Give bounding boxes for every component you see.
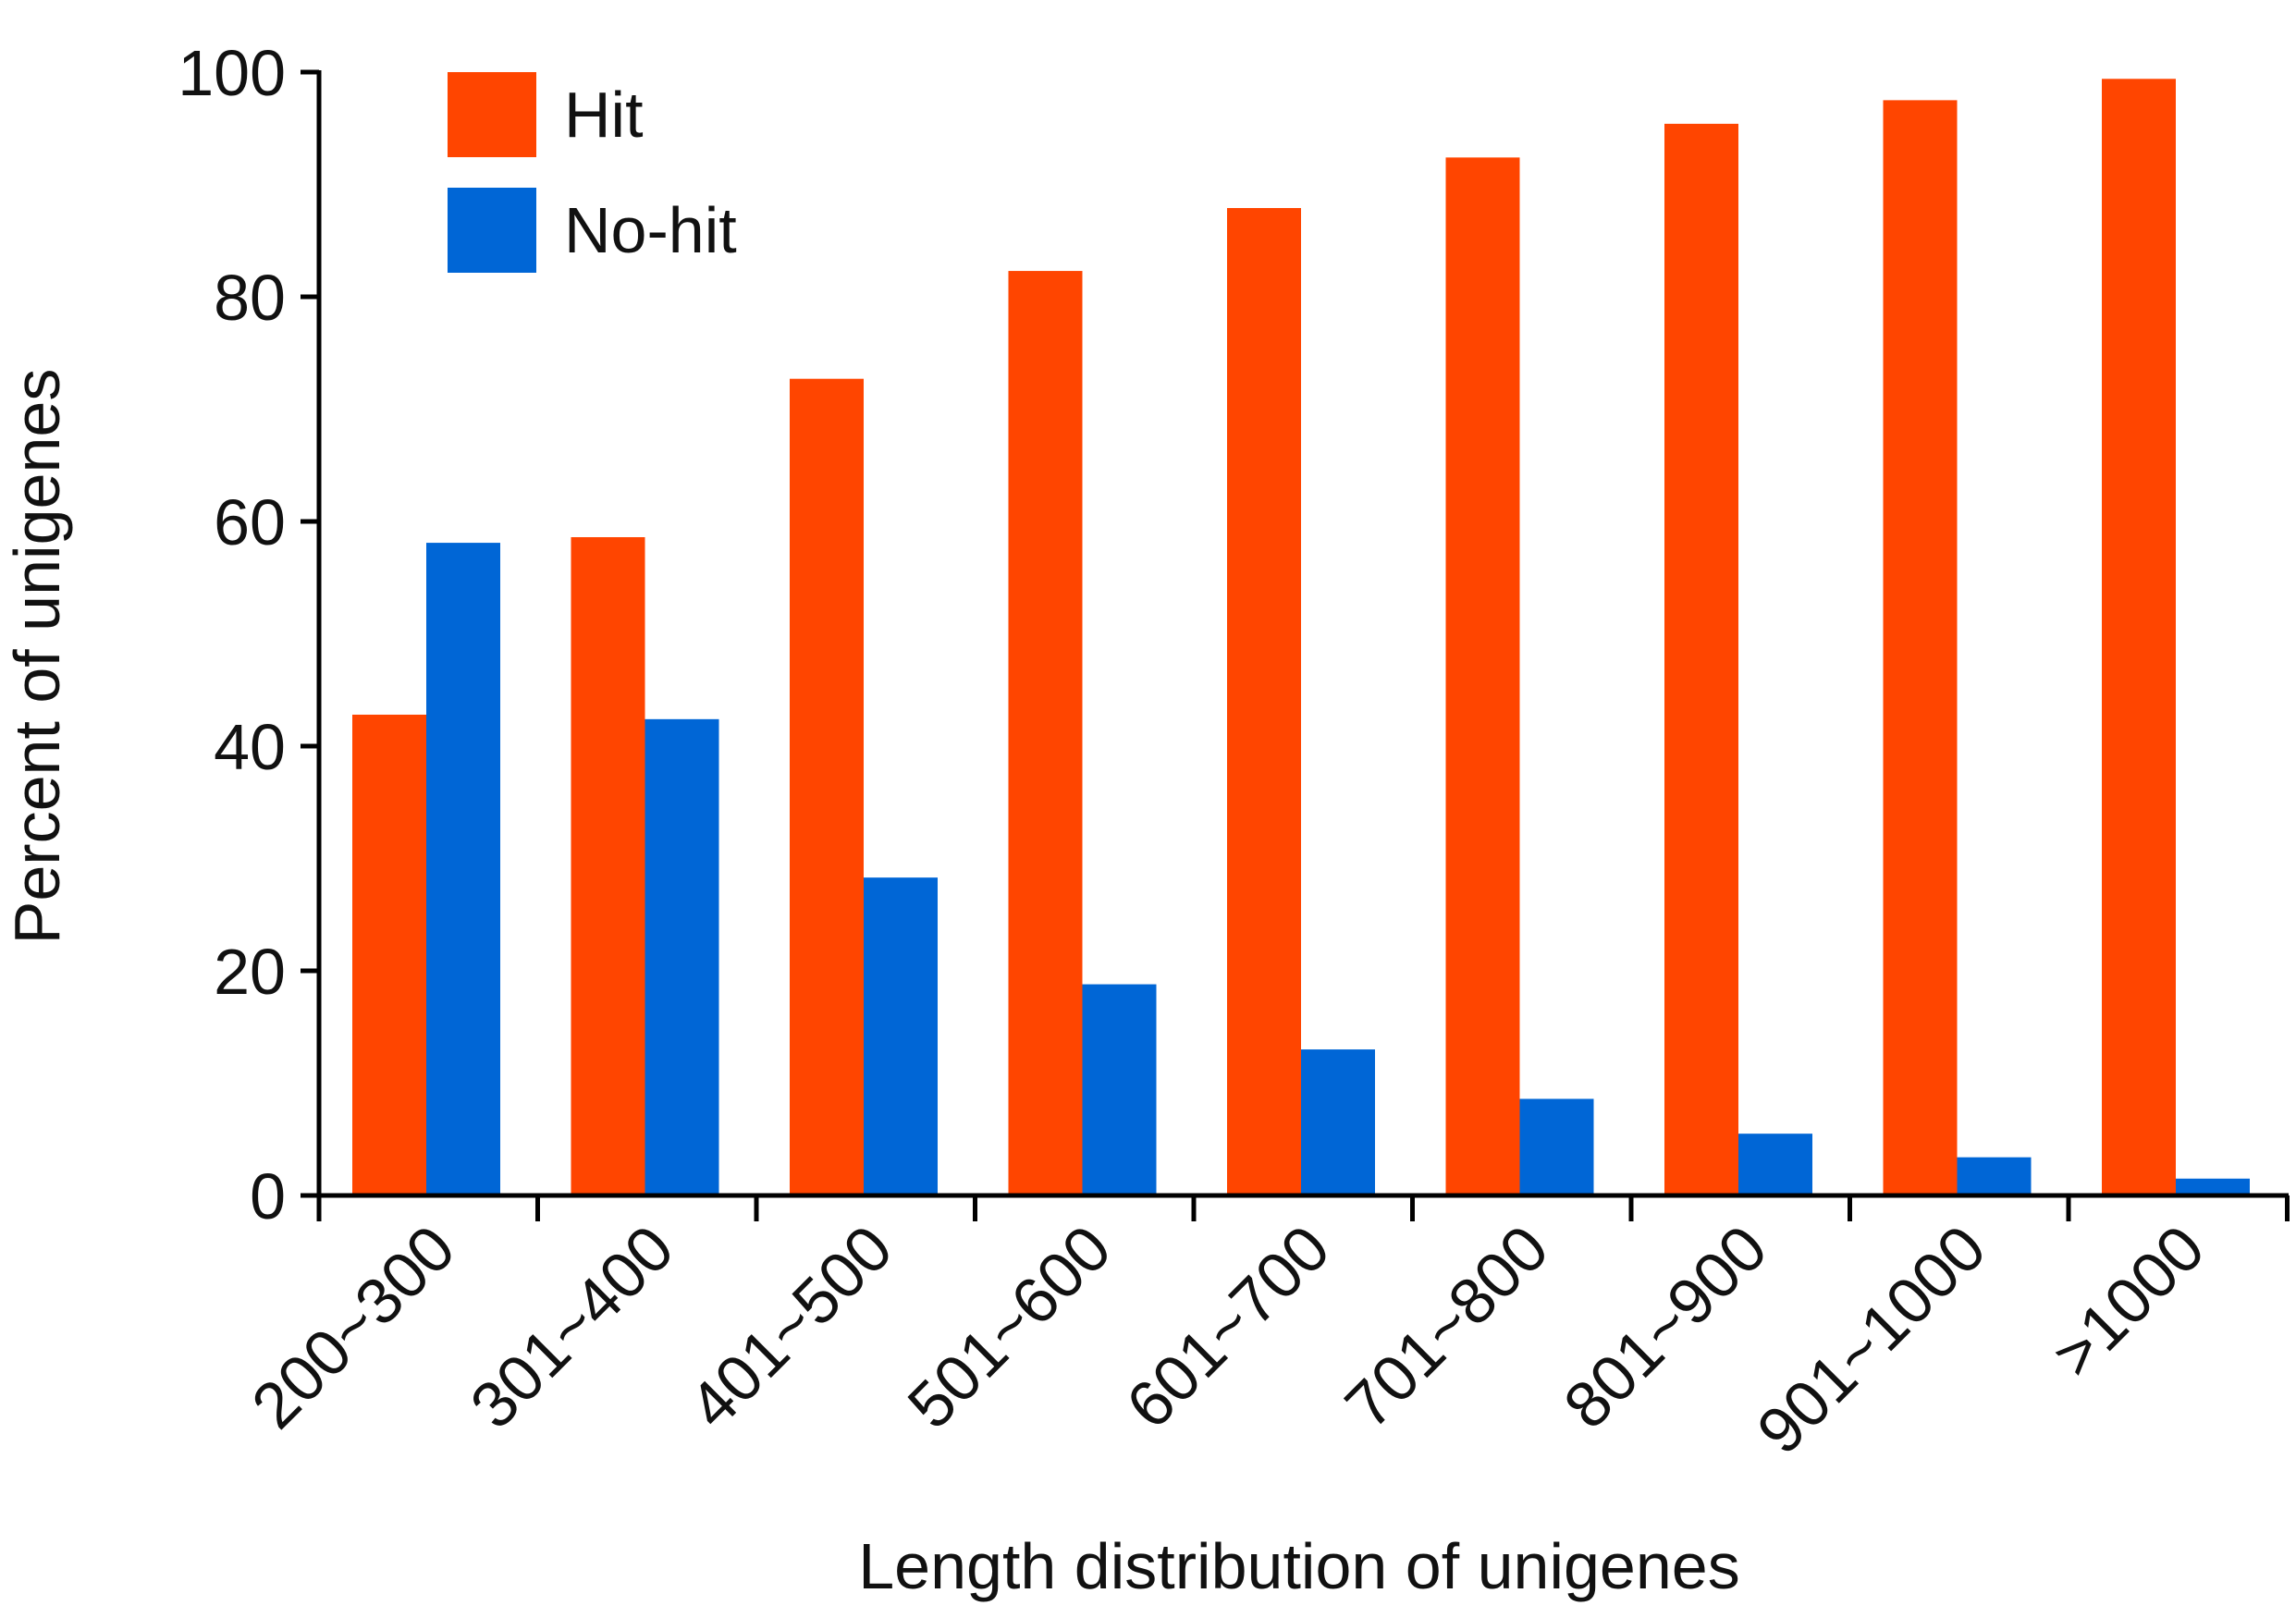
- x-tick-label: 401~500: [675, 1211, 905, 1441]
- x-tick-label: 701~800: [1332, 1211, 1562, 1441]
- bar-hit-1: [352, 714, 426, 1195]
- bar-hit-4: [1008, 271, 1083, 1195]
- bar-no-hit-5: [1301, 1049, 1375, 1195]
- y-tick-label: 80: [214, 262, 286, 334]
- y-tick-label: 20: [214, 936, 286, 1008]
- legend-swatch-no-hit: [448, 188, 536, 273]
- x-tick-label: 301~400: [457, 1211, 687, 1441]
- x-tick-label: 601~700: [1112, 1211, 1343, 1441]
- y-axis-title: Percent of unigenes: [1, 369, 73, 945]
- legend-label-hit: Hit: [564, 79, 644, 151]
- y-tick-label: 0: [250, 1160, 286, 1232]
- bar-hit-7: [1664, 123, 1738, 1195]
- y-tick-label: 100: [178, 37, 286, 109]
- bars-group: [352, 79, 2250, 1196]
- y-tick-label: 40: [214, 711, 286, 783]
- bar-hit-5: [1227, 208, 1301, 1195]
- x-tick-label: 200~300: [238, 1211, 468, 1441]
- x-axis-title: Length distribution of unigenes: [858, 1530, 1739, 1602]
- bar-hit-2: [571, 537, 645, 1195]
- legend: Hit No-hit: [448, 72, 737, 273]
- y-tick-label: 60: [214, 486, 286, 558]
- x-tick-label: 501~600: [894, 1211, 1124, 1441]
- bar-hit-6: [1445, 157, 1520, 1196]
- x-tick-label: 801~900: [1550, 1211, 1780, 1441]
- bar-hit-3: [790, 378, 864, 1195]
- bar-hit-9: [2102, 79, 2176, 1195]
- bar-no-hit-3: [864, 877, 938, 1195]
- bar-no-hit-6: [1519, 1098, 1594, 1195]
- bar-no-hit-8: [1957, 1157, 2032, 1195]
- x-tick-label: >1000: [2038, 1211, 2217, 1391]
- bar-hit-8: [1883, 100, 1958, 1195]
- y-axis: 0 20 40 60 80 100: [178, 37, 322, 1232]
- x-axis: 200~300301~400401~500501~600601~700701~8…: [238, 1193, 2290, 1467]
- bar-no-hit-4: [1082, 984, 1157, 1195]
- bar-no-hit-9: [2176, 1178, 2250, 1195]
- legend-swatch-hit: [448, 72, 536, 157]
- bar-no-hit-1: [426, 543, 500, 1195]
- legend-label-no-hit: No-hit: [564, 194, 737, 266]
- bar-no-hit-7: [1738, 1134, 1812, 1195]
- bar-no-hit-2: [645, 718, 719, 1195]
- x-tick-label: 901~1000: [1743, 1211, 1999, 1467]
